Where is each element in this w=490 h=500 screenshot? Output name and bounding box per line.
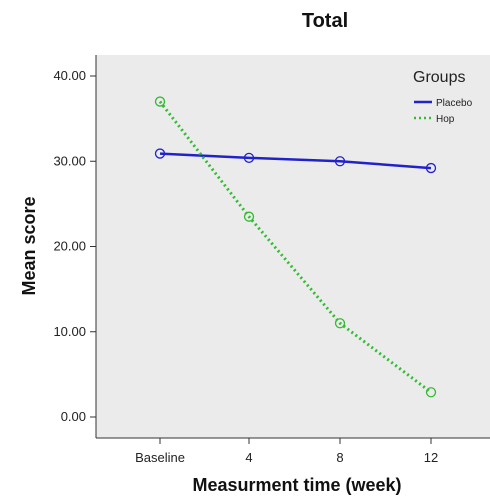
series-line-hop (158, 100, 432, 394)
y-tick-label: 10.00 (53, 324, 86, 339)
x-tick-label: 12 (424, 450, 438, 465)
x-tick-label: 4 (245, 450, 252, 465)
data-point-hop (334, 318, 346, 329)
data-point-hop (154, 96, 166, 107)
data-point-placebo (425, 162, 437, 174)
legend-label-placebo: Placebo (436, 98, 473, 109)
y-tick-label: 20.00 (53, 239, 86, 254)
legend: Groups Placebo Hop (413, 69, 473, 125)
data-point-placebo (334, 156, 346, 167)
y-ticks: 0.00 10.00 20.00 30.00 40.00 (53, 68, 96, 424)
y-tick-label: 0.00 (61, 409, 86, 424)
data-point-placebo (243, 152, 255, 163)
y-tick-label: 40.00 (53, 68, 86, 83)
x-tick-label: Baseline (135, 450, 185, 465)
legend-label-hop: Hop (436, 114, 455, 125)
data-point-hop (243, 211, 255, 222)
chart-title: Total (302, 10, 348, 32)
x-axis-label: Measurment time (week) (192, 475, 401, 495)
x-ticks: Baseline 4 8 12 (135, 438, 438, 465)
x-tick-label: 8 (336, 450, 343, 465)
y-tick-label: 30.00 (53, 153, 86, 168)
series-layer (154, 96, 437, 398)
y-axis-label: Mean score (19, 196, 39, 295)
data-point-placebo (154, 148, 166, 159)
series-line-placebo (159, 152, 432, 170)
legend-title: Groups (413, 69, 465, 86)
plot-area (96, 55, 490, 438)
data-point-hop (425, 387, 437, 398)
